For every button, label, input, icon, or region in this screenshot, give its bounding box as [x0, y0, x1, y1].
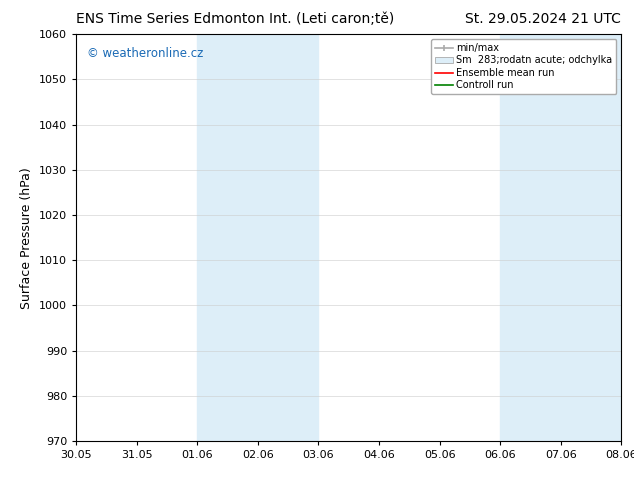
Y-axis label: Surface Pressure (hPa): Surface Pressure (hPa): [20, 167, 34, 309]
Text: ENS Time Series Edmonton Int. (Leti caron;tě): ENS Time Series Edmonton Int. (Leti caro…: [76, 12, 394, 26]
Text: St. 29.05.2024 21 UTC: St. 29.05.2024 21 UTC: [465, 12, 621, 26]
Bar: [500, 34, 621, 441]
Legend: min/max, Sm  283;rodatn acute; odchylka, Ensemble mean run, Controll run: min/max, Sm 283;rodatn acute; odchylka, …: [431, 39, 616, 94]
Bar: [197, 34, 318, 441]
Text: © weatheronline.cz: © weatheronline.cz: [87, 47, 204, 59]
